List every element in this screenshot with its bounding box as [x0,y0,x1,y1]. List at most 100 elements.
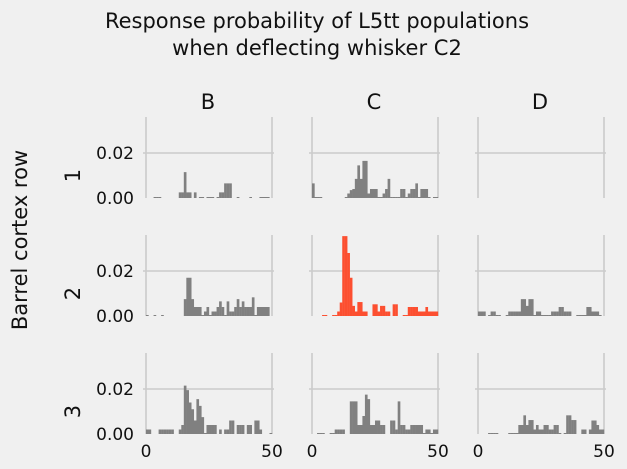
panel-c3: 0 50 [307,353,449,462]
histogram-bar [395,197,398,198]
histogram-bar [354,311,358,316]
histogram-bar [211,311,215,316]
histogram-bar [241,301,245,316]
histogram-bar [209,425,212,434]
histogram-bar [541,315,544,316]
histogram-bar [362,311,366,316]
histogram-bar [354,401,358,434]
histogram-bar [367,193,371,198]
row-label-1: 1 [61,169,85,182]
y-tick-label: 0.02 [96,144,134,164]
histogram-bar [349,277,353,316]
histogram-bar [193,192,197,198]
histogram-bar [362,160,366,198]
histogram-bar [392,197,396,198]
histogram-bar [191,409,195,434]
histogram-bar [382,425,386,434]
histogram-bar [488,315,491,316]
x-tick-label: 0 [141,442,152,462]
histogram-bar [226,429,230,434]
histogram-bar [188,277,192,316]
histogram-bar [480,311,484,316]
histogram-bar [563,311,567,316]
histogram-bar [264,197,268,198]
histogram-bar [369,425,373,434]
histogram-bar [412,307,416,316]
histogram-bar [478,311,481,316]
histogram-bar [571,420,574,434]
histogram-bar [598,315,602,316]
histogram-bar [377,420,381,434]
histogram-bar [518,425,521,434]
histogram-bar [236,299,240,316]
histogram-bar [483,311,486,316]
histogram-bar [593,420,597,434]
histogram-bar [367,399,371,434]
column-title-c: C [367,90,382,114]
histogram-bar [392,420,396,434]
histogram-bar [588,307,592,316]
histogram-bar [407,429,411,434]
histogram-bar [546,425,549,434]
histogram-bar [264,307,268,316]
histogram-bar [422,433,426,434]
histogram-bar [209,315,212,316]
panel-d2 [475,235,606,316]
histogram-bar [186,277,189,316]
histogram-bar [538,311,542,316]
histogram-bar [490,311,494,316]
histogram-bar [510,311,514,316]
row-label-2: 2 [61,287,85,300]
histogram-bar [372,304,376,316]
figure-title-line-2: when deflecting whisker C2 [172,36,462,60]
histogram-bar [566,311,569,316]
histogram-bar [558,307,562,316]
histogram-bar [372,189,376,198]
histogram-bar [510,433,514,434]
histogram-bar [181,425,184,434]
histogram-bar [518,311,521,316]
y-tick-label: 0.00 [96,189,134,209]
histogram-bar [427,429,431,434]
histogram-bar [342,429,345,434]
histogram-bar [178,192,182,198]
histogram-bar [380,197,383,198]
histogram-bar [427,311,431,316]
histogram-bar [226,183,230,198]
histogram-bar [543,315,547,316]
histogram-bar [246,307,250,316]
histogram-bar [581,429,584,434]
histogram-bar [435,311,439,316]
histogram-bar [432,311,436,316]
histogram-bar [214,425,217,434]
histogram-bar [259,307,263,316]
histogram-bar [375,189,378,198]
histogram-bar [420,311,424,316]
histogram-bar [538,429,542,434]
histogram-bar [224,315,227,316]
histogram-bar [183,172,187,198]
x-tick-label: 50 [427,442,449,462]
histogram-bar [186,192,189,198]
histogram-bar [183,299,187,316]
histogram-bar [390,197,393,198]
histogram-bar [186,390,189,434]
histogram-bar [435,197,439,198]
x-tick-label: 50 [261,442,283,462]
histogram-bar [317,197,320,198]
histogram-bar [392,304,396,316]
histogram-bar [420,189,424,198]
histogram-bar [395,429,398,434]
histogram-bar [546,315,549,316]
histogram-bar [357,165,361,198]
histogram-bar [591,311,595,316]
histogram-bar [178,429,182,434]
histogram-bar [241,425,245,434]
panel-d3: 0 50 [473,353,615,462]
histogram-bar [231,420,235,434]
histogram-bar [543,425,547,434]
histogram-bar [533,315,537,316]
histogram-bar [201,197,205,198]
histogram-bar [364,160,368,198]
